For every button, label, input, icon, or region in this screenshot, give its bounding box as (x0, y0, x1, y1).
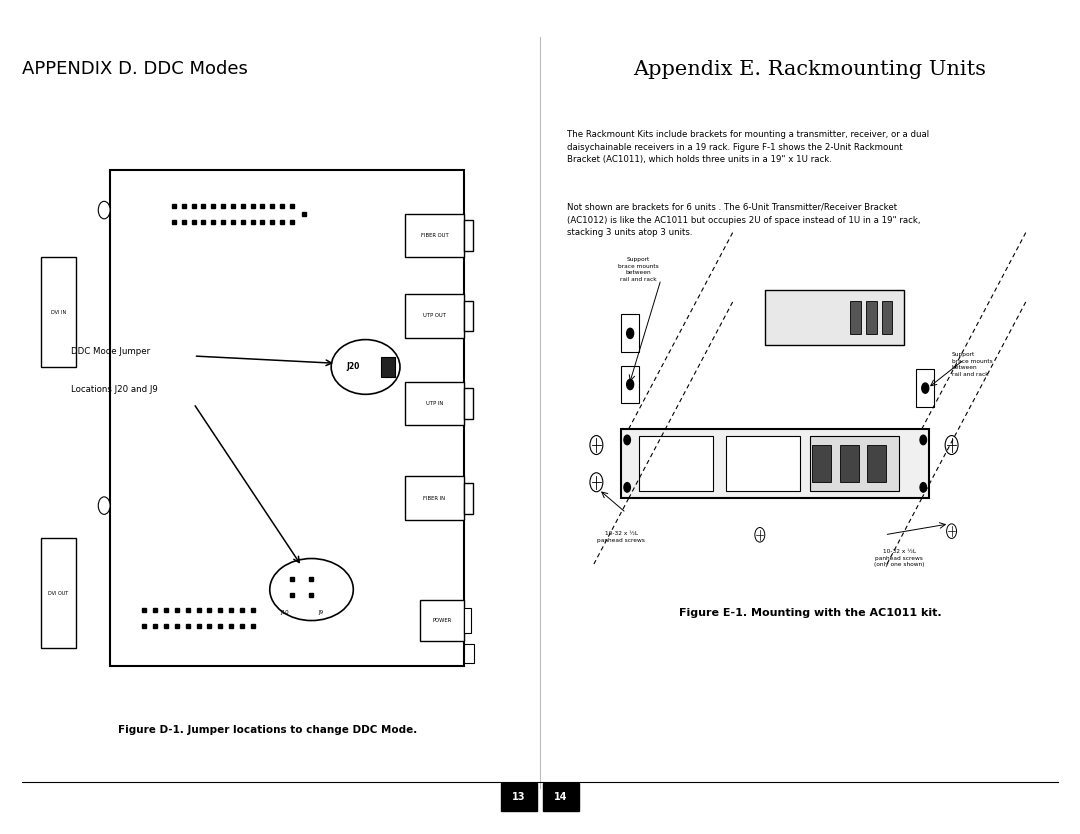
Circle shape (626, 379, 634, 389)
Bar (812, 445, 832, 482)
Bar (405, 382, 464, 425)
Bar (621, 314, 638, 352)
Ellipse shape (332, 339, 400, 394)
Text: FIBER IN: FIBER IN (423, 496, 445, 500)
Bar (850, 301, 861, 334)
Circle shape (920, 483, 927, 492)
Bar (866, 301, 877, 334)
Bar (621, 429, 929, 438)
Text: FIBER OUT: FIBER OUT (420, 234, 448, 238)
Bar (464, 220, 473, 251)
Text: J9: J9 (319, 610, 324, 615)
Circle shape (98, 497, 110, 515)
Text: DVI IN: DVI IN (51, 309, 66, 314)
Circle shape (98, 201, 110, 219)
Circle shape (945, 435, 958, 455)
Circle shape (920, 435, 927, 445)
Bar (41, 539, 76, 648)
Bar (405, 476, 464, 520)
Text: The Rackmount Kits include brackets for mounting a transmitter, receiver, or a d: The Rackmount Kits include brackets for … (567, 130, 929, 164)
Text: Locations J20 and J9: Locations J20 and J9 (71, 385, 158, 394)
Text: Appendix E. Rackmounting Units: Appendix E. Rackmounting Units (634, 61, 986, 79)
Text: 10-32 x ½L
panhead screws
(only one shown): 10-32 x ½L panhead screws (only one show… (874, 550, 924, 567)
Bar (621, 429, 929, 499)
Bar (638, 436, 713, 491)
Bar (501, 783, 537, 811)
Bar (381, 357, 395, 377)
Text: J20: J20 (347, 363, 360, 371)
Bar (420, 600, 464, 641)
Bar (41, 258, 76, 367)
Text: Not shown are brackets for 6 units . The 6-Unit Transmitter/Receiver Bracket
(AC: Not shown are brackets for 6 units . The… (567, 203, 920, 238)
Bar (405, 214, 464, 258)
Circle shape (624, 435, 631, 445)
Circle shape (922, 383, 929, 394)
Bar (464, 388, 473, 419)
Bar (810, 436, 900, 491)
Circle shape (624, 483, 631, 492)
Text: POWER: POWER (432, 618, 451, 623)
Text: Figure D-1. Jumper locations to change DDC Mode.: Figure D-1. Jumper locations to change D… (118, 725, 417, 735)
Ellipse shape (270, 559, 353, 620)
Text: UTP OUT: UTP OUT (423, 314, 446, 319)
Circle shape (755, 527, 765, 542)
Bar (464, 483, 473, 514)
Bar (621, 365, 638, 404)
Text: DDC Mode Jumper: DDC Mode Jumper (71, 347, 150, 356)
Text: Support
brace mounts
between
rail and rack: Support brace mounts between rail and ra… (951, 352, 993, 377)
Circle shape (947, 524, 957, 539)
Circle shape (590, 435, 603, 455)
Text: 14: 14 (554, 792, 568, 801)
Text: J10: J10 (280, 610, 288, 615)
Bar (464, 300, 473, 331)
Bar (726, 436, 800, 491)
Text: MULTI DVI SYSTEM.: MULTI DVI SYSTEM. (956, 13, 1069, 23)
Text: APPENDIX D. DDC Modes: APPENDIX D. DDC Modes (22, 61, 247, 78)
Bar (916, 369, 934, 407)
Bar (405, 294, 464, 338)
Bar (464, 608, 471, 633)
Text: 10-32 x ½L
panhead screws: 10-32 x ½L panhead screws (597, 531, 645, 543)
Circle shape (626, 329, 634, 339)
Bar (110, 170, 464, 666)
Bar (867, 445, 886, 482)
Bar (881, 301, 892, 334)
Bar (464, 644, 474, 662)
Text: 13: 13 (512, 792, 526, 801)
Text: Figure E-1. Mounting with the AC1011 kit.: Figure E-1. Mounting with the AC1011 kit… (678, 608, 942, 618)
Text: DVI OUT: DVI OUT (49, 590, 69, 595)
Circle shape (590, 473, 603, 492)
Bar (840, 445, 859, 482)
Text: UTP IN: UTP IN (426, 401, 443, 406)
Text: Support
brace mounts
between
rail and rack: Support brace mounts between rail and ra… (618, 258, 659, 282)
Text: APPENDIX D:DDC modes: APPENDIX D:DDC modes (380, 13, 524, 23)
Bar (543, 783, 579, 811)
Bar (766, 290, 904, 345)
